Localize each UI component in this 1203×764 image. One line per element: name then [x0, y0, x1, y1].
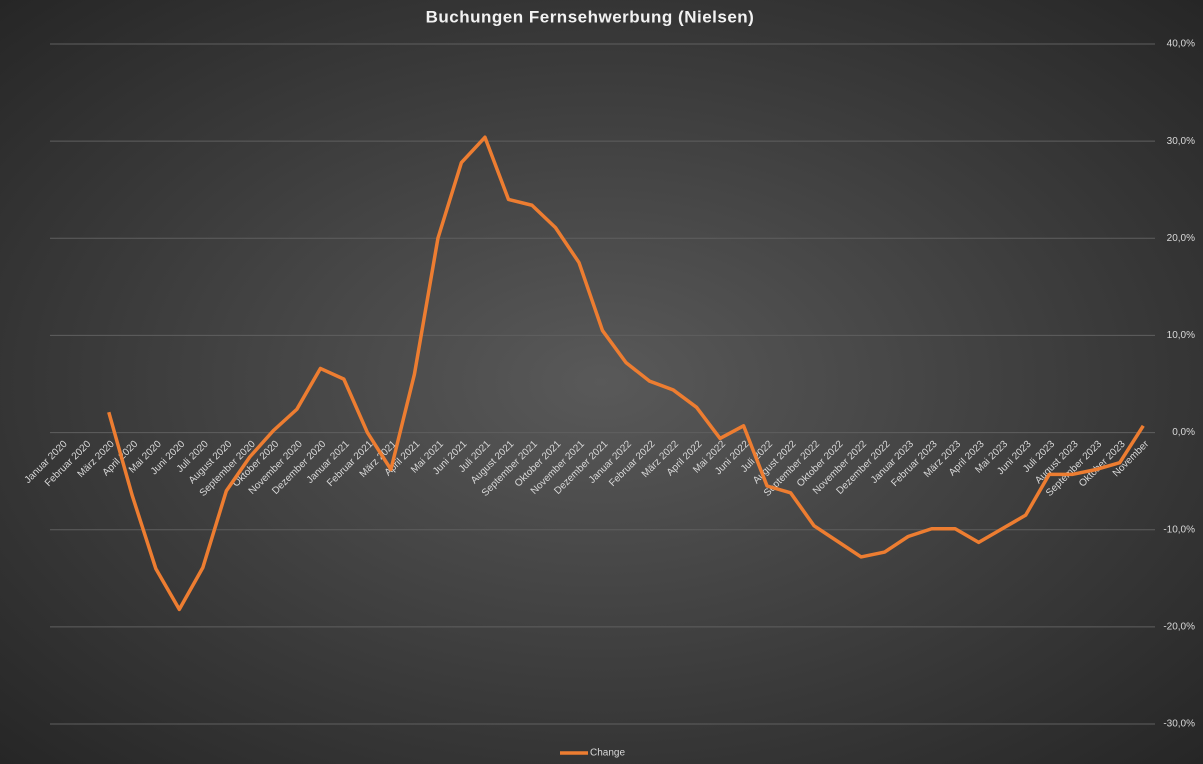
y-tick-label: 30,0%: [1167, 136, 1195, 147]
y-tick-label: 0,0%: [1172, 427, 1195, 438]
legend-label: Change: [590, 748, 625, 759]
line-series: [107, 135, 1145, 612]
y-tick-label: -20,0%: [1163, 621, 1195, 632]
chart-title: Buchungen Fernsehwerbung (Nielsen): [426, 7, 755, 26]
y-tick-label: 20,0%: [1167, 233, 1195, 244]
y-tick-label: -10,0%: [1163, 524, 1195, 535]
y-tick-label: -30,0%: [1163, 719, 1195, 730]
y-tick-label: 40,0%: [1167, 39, 1195, 50]
y-tick-label: 10,0%: [1167, 330, 1195, 341]
